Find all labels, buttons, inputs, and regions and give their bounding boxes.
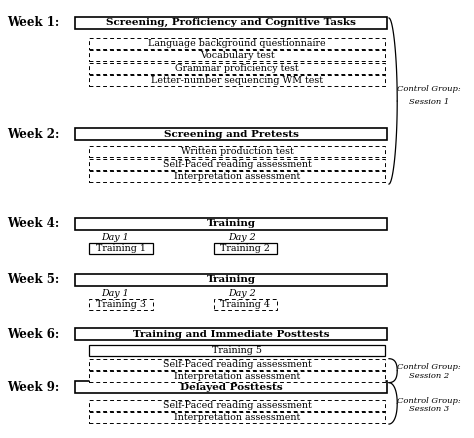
Text: Interpretation assessment: Interpretation assessment	[174, 172, 300, 181]
Bar	[90, 400, 384, 411]
Text: Grammar proficiency test: Grammar proficiency test	[175, 64, 299, 73]
Text: Screening and Pretests: Screening and Pretests	[164, 130, 299, 139]
Bar	[90, 146, 384, 157]
Text: Session 1: Session 1	[409, 99, 449, 106]
Text: Session 2: Session 2	[409, 372, 449, 380]
Text: Day 1: Day 1	[101, 233, 129, 242]
Text: Control Group:: Control Group:	[397, 396, 461, 405]
Text: Week 9:: Week 9:	[8, 381, 60, 394]
Text: Training 4: Training 4	[220, 300, 270, 309]
Bar	[90, 243, 153, 254]
Text: Training 5: Training 5	[212, 346, 262, 355]
Bar	[75, 218, 387, 230]
Text: Training: Training	[207, 275, 255, 284]
Bar	[75, 328, 387, 340]
Text: Letter-number sequencing WM test: Letter-number sequencing WM test	[151, 76, 323, 85]
Bar	[90, 38, 384, 49]
Text: Week 1:: Week 1:	[8, 16, 60, 29]
Bar	[75, 381, 387, 393]
Bar	[214, 243, 277, 254]
Text: Self-Paced reading assessment: Self-Paced reading assessment	[163, 401, 311, 410]
Bar	[90, 63, 384, 74]
Text: Day 2: Day 2	[228, 233, 255, 242]
Text: Training and Immediate Posttests: Training and Immediate Posttests	[133, 330, 329, 339]
Text: Training 2: Training 2	[220, 244, 270, 253]
Text: Interpretation assessment: Interpretation assessment	[174, 413, 300, 422]
Bar	[75, 17, 387, 28]
Text: Control Group:: Control Group:	[397, 85, 461, 93]
Bar	[75, 128, 387, 140]
Bar	[90, 412, 384, 423]
Text: Week 2:: Week 2:	[8, 128, 60, 141]
Text: Delayed Posttests: Delayed Posttests	[180, 383, 283, 392]
Text: Training: Training	[207, 219, 255, 229]
Bar	[90, 75, 384, 86]
Text: Language background questionnaire: Language background questionnaire	[148, 39, 326, 48]
Text: Day 1: Day 1	[101, 289, 129, 298]
Bar	[90, 171, 384, 182]
Bar	[75, 274, 387, 286]
Bar	[90, 359, 384, 370]
Text: Day 2: Day 2	[228, 289, 255, 298]
Text: Self-Paced reading assessment: Self-Paced reading assessment	[163, 360, 311, 369]
Text: Training 3: Training 3	[96, 300, 146, 309]
Bar	[90, 299, 153, 310]
Text: Control Group:: Control Group:	[397, 364, 461, 371]
Bar	[90, 159, 384, 170]
Bar	[90, 345, 384, 356]
Text: Training 1: Training 1	[96, 244, 146, 253]
Bar	[214, 299, 277, 310]
Bar	[90, 371, 384, 382]
Text: Written production test: Written production test	[181, 147, 293, 156]
Text: Week 6:: Week 6:	[8, 328, 60, 341]
Text: Week 5:: Week 5:	[8, 273, 60, 286]
Text: Interpretation assessment: Interpretation assessment	[174, 372, 300, 381]
Text: Week 4:: Week 4:	[8, 218, 60, 230]
Text: Screening, Proficiency and Cognitive Tasks: Screening, Proficiency and Cognitive Tas…	[106, 18, 356, 27]
Text: Session 3: Session 3	[409, 405, 449, 413]
Bar	[90, 50, 384, 61]
Text: Self-Paced reading assessment: Self-Paced reading assessment	[163, 160, 311, 169]
Text: Vocabulary test: Vocabulary test	[200, 51, 274, 60]
